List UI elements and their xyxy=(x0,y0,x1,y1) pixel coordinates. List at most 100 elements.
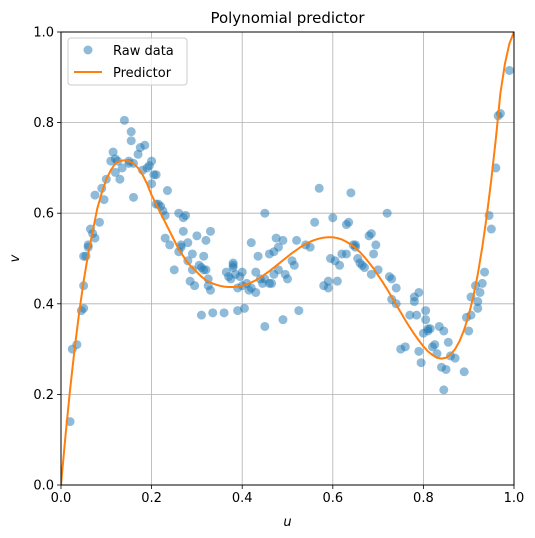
raw-data-point xyxy=(324,283,333,292)
y-tick-label: 0.4 xyxy=(33,297,54,312)
raw-data-point xyxy=(129,193,138,202)
raw-data-point xyxy=(333,277,342,286)
x-tick-label: 0.6 xyxy=(322,491,343,506)
raw-data-point xyxy=(460,367,469,376)
raw-data-point xyxy=(335,261,344,270)
raw-data-point xyxy=(260,322,269,331)
legend-label-predictor: Predictor xyxy=(113,66,172,81)
raw-data-point xyxy=(183,238,192,247)
raw-data-point xyxy=(444,338,453,347)
y-axis-label: v xyxy=(8,254,23,262)
raw-data-point xyxy=(72,340,81,349)
raw-data-point xyxy=(473,297,482,306)
raw-data-point xyxy=(410,297,419,306)
raw-data-point xyxy=(430,340,439,349)
raw-data-point xyxy=(278,315,287,324)
raw-data-point xyxy=(190,281,199,290)
raw-data-point xyxy=(251,288,260,297)
raw-data-point xyxy=(294,306,303,315)
x-tick-label: 1.0 xyxy=(504,491,525,506)
x-axis-label: u xyxy=(283,515,291,530)
raw-data-point xyxy=(412,311,421,320)
raw-data-point xyxy=(127,136,136,145)
raw-data-point xyxy=(451,354,460,363)
raw-data-point xyxy=(201,265,210,274)
raw-data-point xyxy=(442,365,451,374)
raw-data-point xyxy=(260,209,269,218)
raw-data-point xyxy=(115,175,124,184)
raw-data-point xyxy=(220,308,229,317)
raw-data-point xyxy=(181,211,190,220)
x-tick-label: 0.4 xyxy=(232,491,253,506)
raw-data-point xyxy=(179,227,188,236)
raw-data-point xyxy=(369,249,378,258)
raw-data-point xyxy=(238,268,247,277)
raw-data-point xyxy=(206,227,215,236)
raw-data-point xyxy=(206,286,215,295)
raw-data-point xyxy=(480,268,489,277)
raw-data-point xyxy=(439,385,448,394)
legend: Raw data Predictor xyxy=(68,38,187,85)
y-tick-label: 0.2 xyxy=(33,388,54,403)
raw-data-point xyxy=(344,218,353,227)
raw-data-point xyxy=(267,279,276,288)
raw-data-point xyxy=(476,288,485,297)
raw-data-point xyxy=(229,261,238,270)
raw-data-point xyxy=(192,231,201,240)
raw-data-point xyxy=(201,236,210,245)
raw-data-point xyxy=(383,209,392,218)
legend-label-raw-data: Raw data xyxy=(113,44,174,59)
raw-data-point xyxy=(290,261,299,270)
raw-data-point xyxy=(478,279,487,288)
raw-data-point xyxy=(421,306,430,315)
raw-data-point xyxy=(371,240,380,249)
raw-data-point xyxy=(163,186,172,195)
y-tick-label: 1.0 xyxy=(33,26,54,41)
y-tick-label: 0.6 xyxy=(33,207,54,222)
raw-data-point xyxy=(140,141,149,150)
raw-data-point xyxy=(421,315,430,324)
raw-data-point xyxy=(367,229,376,238)
y-tick-label: 0.8 xyxy=(33,116,54,131)
raw-data-point xyxy=(315,184,324,193)
raw-data-point xyxy=(414,288,423,297)
raw-data-point xyxy=(199,252,208,261)
raw-data-point xyxy=(278,236,287,245)
raw-data-point xyxy=(240,304,249,313)
raw-data-point xyxy=(487,225,496,234)
raw-data-point xyxy=(95,218,104,227)
x-tick-label: 0.2 xyxy=(141,491,162,506)
raw-data-point xyxy=(165,240,174,249)
raw-data-point xyxy=(387,274,396,283)
raw-data-point xyxy=(170,265,179,274)
raw-data-point xyxy=(392,283,401,292)
raw-data-point xyxy=(401,342,410,351)
raw-data-point xyxy=(147,157,156,166)
raw-data-point xyxy=(208,308,217,317)
raw-data-point xyxy=(439,326,448,335)
raw-data-point xyxy=(414,347,423,356)
raw-data-point xyxy=(292,236,301,245)
raw-data-point xyxy=(342,249,351,258)
x-tick-label: 0.8 xyxy=(413,491,434,506)
raw-data-point xyxy=(120,116,129,125)
raw-data-point xyxy=(197,311,206,320)
chart-title: Polynomial predictor xyxy=(210,9,365,27)
raw-data-point xyxy=(247,238,256,247)
raw-data-point xyxy=(127,127,136,136)
raw-data-point xyxy=(360,263,369,272)
raw-data-point xyxy=(90,191,99,200)
raw-data-point xyxy=(188,249,197,258)
raw-data-point xyxy=(310,218,319,227)
raw-data-point xyxy=(417,358,426,367)
y-tick-label: 0.0 xyxy=(33,479,54,494)
raw-data-point xyxy=(328,213,337,222)
raw-data-point xyxy=(254,252,263,261)
raw-data-point xyxy=(426,324,435,333)
raw-data-point xyxy=(152,170,161,179)
raw-data-point xyxy=(283,274,292,283)
raw-data-point xyxy=(505,66,514,75)
legend-marker-raw-data xyxy=(84,46,93,55)
raw-data-point xyxy=(346,188,355,197)
